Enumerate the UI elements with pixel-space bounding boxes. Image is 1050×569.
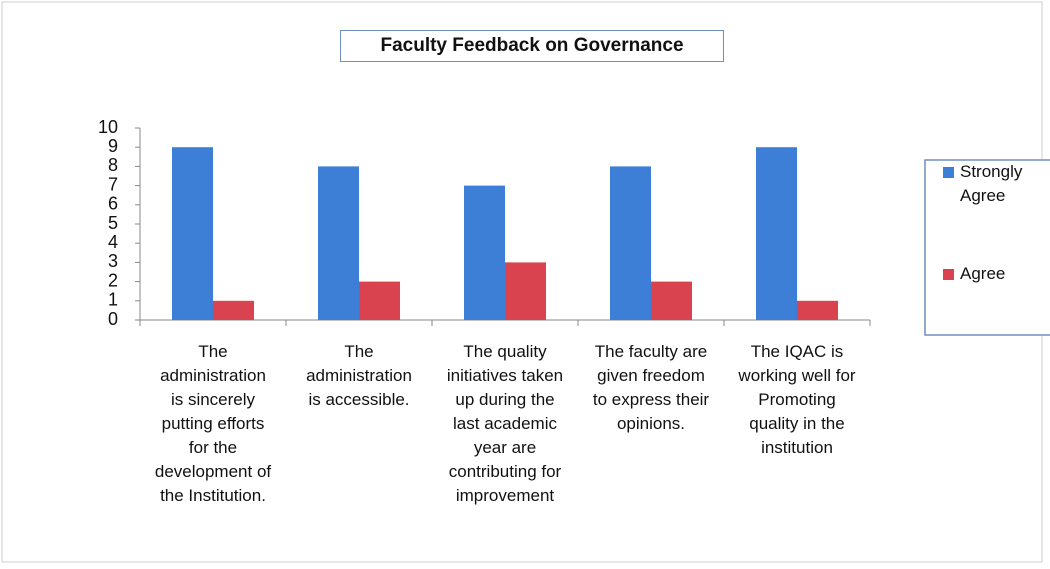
x-tick-label: The faculty are given freedom to express… <box>592 342 710 433</box>
y-tick-label: 3 <box>108 251 118 271</box>
y-tick-label: 7 <box>108 174 118 194</box>
bar <box>651 281 692 320</box>
y-tick-label: 5 <box>108 213 118 233</box>
bar <box>359 281 400 320</box>
y-tick-label: 9 <box>108 136 118 156</box>
bar <box>213 300 254 320</box>
legend-label: Strongly Agree <box>960 162 1023 205</box>
y-tick-label: 10 <box>98 117 118 137</box>
y-tick-label: 6 <box>108 194 118 214</box>
bar <box>756 147 797 320</box>
bar <box>172 147 213 320</box>
y-tick-label: 2 <box>108 270 118 290</box>
y-tick-label: 0 <box>108 309 118 329</box>
legend-label: Agree <box>960 264 1006 283</box>
x-tick-label: The administration is sincerely putting … <box>154 342 272 505</box>
x-tick-label: The quality initiatives taken up during … <box>446 342 564 505</box>
x-tick-label: The administration is accessible. <box>306 342 412 409</box>
bar <box>505 262 546 320</box>
y-tick-label: 4 <box>108 232 118 252</box>
bar <box>797 300 838 320</box>
x-tick-label: The IQAC is working well for Promoting q… <box>738 342 856 457</box>
legend-swatch <box>943 167 954 178</box>
bar <box>318 166 359 320</box>
legend-box <box>924 159 1050 336</box>
legend-swatch <box>943 269 954 280</box>
y-tick-label: 8 <box>108 155 118 175</box>
bar <box>610 166 651 320</box>
y-tick-label: 1 <box>108 290 118 310</box>
bar <box>464 185 505 320</box>
chart-title: Faculty Feedback on Governance <box>340 30 724 62</box>
